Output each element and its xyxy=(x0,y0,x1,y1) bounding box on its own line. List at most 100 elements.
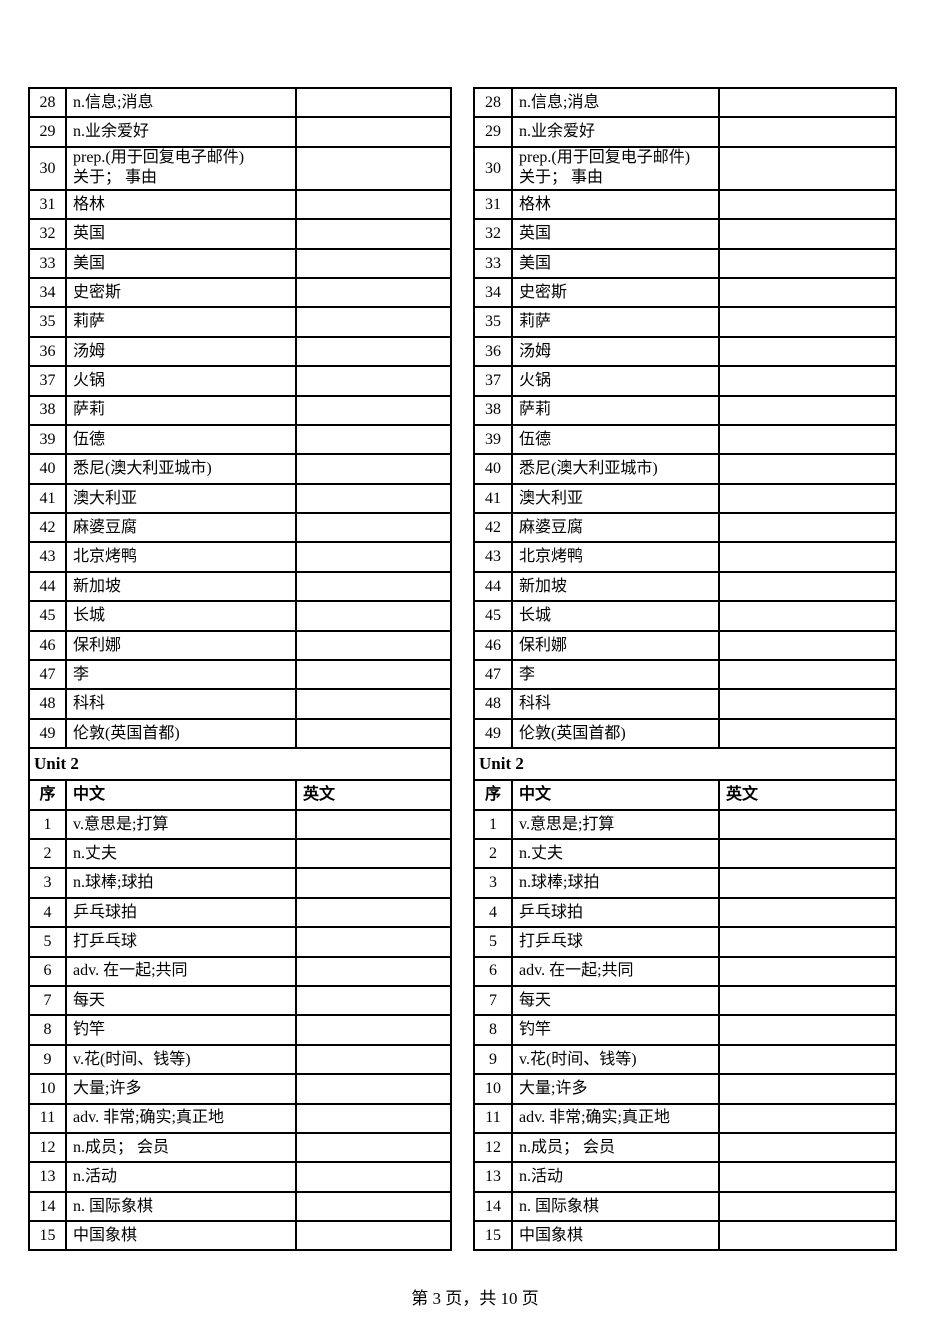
vocab-row: 1 v.意思是;打算 xyxy=(28,808,452,840)
english-cell xyxy=(718,837,897,870)
page-number-footer: 第 3 页，共 10 页 xyxy=(411,1289,539,1308)
row-number-cell: 6 xyxy=(473,955,513,987)
chinese-cell: 伍德 xyxy=(65,423,297,456)
row-number-cell: 14 xyxy=(28,1190,67,1223)
chinese-cell: 莉萨 xyxy=(65,306,297,338)
row-number-cell: 1 xyxy=(28,808,67,840)
english-cell xyxy=(295,570,452,603)
english-cell xyxy=(295,1161,452,1193)
vocab-row: 4 乒乓球拍 xyxy=(473,896,897,929)
chinese-cell: n. 国际象棋 xyxy=(65,1190,297,1223)
row-number-cell: 1 xyxy=(473,808,513,840)
chinese-cell: 澳大利亚 xyxy=(65,482,297,515)
row-number-cell: 36 xyxy=(28,335,67,368)
row-number-cell: 28 xyxy=(473,86,513,119)
vocab-table: 28 n.信息;消息 29 n.业余爱好 30 prep.(用于回复电子邮件) 关于； 事由… xyxy=(28,86,452,1252)
chinese-cell: n.信息;消息 xyxy=(65,86,297,119)
row-number-cell: 34 xyxy=(473,276,513,309)
row-number-cell: 4 xyxy=(28,896,67,929)
row-number-cell: 36 xyxy=(473,335,513,368)
chinese-cell: 格林 xyxy=(65,188,297,221)
vocab-row: 42 麻婆豆腐 xyxy=(473,512,897,544)
column-header-row: 序中文 英文 xyxy=(28,779,452,811)
row-number-cell: 49 xyxy=(473,717,513,750)
chinese-cell: n.球棒;球拍 xyxy=(65,867,297,899)
english-cell xyxy=(718,453,897,485)
column-header-chinese: 中文 xyxy=(65,779,297,811)
english-cell xyxy=(718,1014,897,1046)
row-number-cell: 43 xyxy=(473,541,513,573)
chinese-cell: 科科 xyxy=(511,688,720,720)
chinese-cell: n.成员； 会员 xyxy=(511,1131,720,1164)
english-cell xyxy=(718,688,897,720)
vocab-row: 33 美国 xyxy=(28,247,452,279)
chinese-cell: 新加坡 xyxy=(511,570,720,603)
chinese-cell: 萨莉 xyxy=(511,394,720,426)
vocab-row: 36 汤姆 xyxy=(473,335,897,368)
vocab-row: 43 北京烤鸭 xyxy=(28,541,452,573)
chinese-cell: adv. 非常;确实;真正地 xyxy=(511,1102,720,1134)
chinese-cell: 科科 xyxy=(65,688,297,720)
chinese-cell: 长城 xyxy=(65,600,297,632)
english-cell xyxy=(718,1131,897,1164)
row-number-cell: 29 xyxy=(28,116,67,148)
chinese-cell: 史密斯 xyxy=(511,276,720,309)
vocab-row: 8 钓竿 xyxy=(28,1014,452,1046)
english-cell xyxy=(295,629,452,662)
chinese-cell: 中国象棋 xyxy=(511,1220,720,1252)
english-cell xyxy=(718,86,897,119)
vocab-row: 11 adv. 非常;确实;真正地 xyxy=(473,1102,897,1134)
chinese-cell: 萨莉 xyxy=(65,394,297,426)
english-cell xyxy=(295,717,452,750)
chinese-cell: n.活动 xyxy=(65,1161,297,1193)
english-cell xyxy=(295,276,452,309)
chinese-cell: 莉萨 xyxy=(511,306,720,338)
vocab-row: 45 长城 xyxy=(473,600,897,632)
english-cell xyxy=(295,926,452,958)
english-cell xyxy=(718,218,897,250)
english-cell xyxy=(295,145,452,191)
chinese-cell: 英国 xyxy=(65,218,297,250)
vocab-row: 3 n.球棒;球拍 xyxy=(473,867,897,899)
column-header-english: 英文 xyxy=(718,779,897,811)
chinese-cell: 大量;许多 xyxy=(511,1073,720,1105)
english-cell xyxy=(718,955,897,987)
english-cell xyxy=(295,1073,452,1105)
row-number-cell: 8 xyxy=(473,1014,513,1046)
english-cell xyxy=(718,145,897,191)
vocab-row: 46 保利娜 xyxy=(473,629,897,662)
vocab-row: 31 格林 xyxy=(28,188,452,221)
chinese-cell: 火锅 xyxy=(511,365,720,397)
vocab-row: 1 v.意思是;打算 xyxy=(473,808,897,840)
english-cell xyxy=(718,276,897,309)
row-number-cell: 12 xyxy=(28,1131,67,1164)
chinese-cell: 火锅 xyxy=(65,365,297,397)
chinese-cell: 钓竿 xyxy=(65,1014,297,1046)
english-cell xyxy=(718,717,897,750)
vocab-row: 2 n.丈夫 xyxy=(473,837,897,870)
english-cell xyxy=(295,453,452,485)
chinese-cell: v.花(时间、钱等) xyxy=(511,1043,720,1076)
row-number-cell: 46 xyxy=(28,629,67,662)
vocab-row: 49 伦敦(英国首都) xyxy=(28,717,452,750)
row-number-cell: 35 xyxy=(473,306,513,338)
vocab-row: 47 李 xyxy=(473,659,897,691)
chinese-cell: n.信息;消息 xyxy=(511,86,720,119)
vocab-row: 6 adv. 在一起;共同 xyxy=(473,955,897,987)
row-number-cell: 45 xyxy=(473,600,513,632)
english-cell xyxy=(718,1161,897,1193)
vocab-row: 35 莉萨 xyxy=(473,306,897,338)
english-cell xyxy=(295,394,452,426)
vocab-row: 35 莉萨 xyxy=(28,306,452,338)
chinese-cell: 伍德 xyxy=(511,423,720,456)
row-number-cell: 39 xyxy=(473,423,513,456)
vocab-row: 32 英国 xyxy=(473,218,897,250)
english-cell xyxy=(295,218,452,250)
english-cell xyxy=(295,1043,452,1076)
english-cell xyxy=(718,1102,897,1134)
row-number-cell: 9 xyxy=(473,1043,513,1076)
chinese-cell: 李 xyxy=(65,659,297,691)
row-number-cell: 30 xyxy=(473,145,513,191)
english-cell xyxy=(295,541,452,573)
vocab-row: 2 n.丈夫 xyxy=(28,837,452,870)
